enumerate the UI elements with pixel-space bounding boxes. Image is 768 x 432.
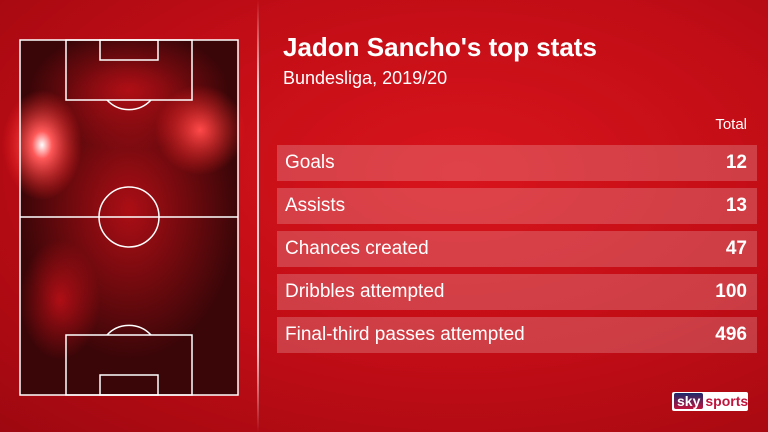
stat-label: Goals xyxy=(285,152,335,173)
stat-label: Final-third passes attempted xyxy=(285,324,525,345)
stat-label: Dribbles attempted xyxy=(285,281,445,302)
stat-label: Assists xyxy=(285,195,346,216)
stat-value: 47 xyxy=(725,238,747,259)
stat-value: 496 xyxy=(715,324,747,345)
title: Jadon Sancho's top stats xyxy=(283,32,597,62)
heatmap-pitch xyxy=(2,30,245,396)
logo-product: sports xyxy=(705,393,749,409)
stat-row: Goals 12 xyxy=(277,145,757,181)
stat-row: Final-third passes attempted 496 xyxy=(277,317,757,353)
logo-brand: sky xyxy=(674,393,704,409)
divider xyxy=(257,0,259,432)
stat-value: 12 xyxy=(725,152,747,173)
subtitle: Bundesliga, 2019/20 xyxy=(283,68,448,88)
stat-value: 13 xyxy=(725,195,747,216)
stat-row: Assists 13 xyxy=(277,188,757,224)
stat-row: Chances created 47 xyxy=(277,231,757,267)
column-header: Total xyxy=(715,116,747,133)
stat-label: Chances created xyxy=(285,238,429,259)
stat-row: Dribbles attempted 100 xyxy=(277,274,757,310)
logo: sky sports xyxy=(672,392,748,411)
stat-value: 100 xyxy=(715,281,747,302)
